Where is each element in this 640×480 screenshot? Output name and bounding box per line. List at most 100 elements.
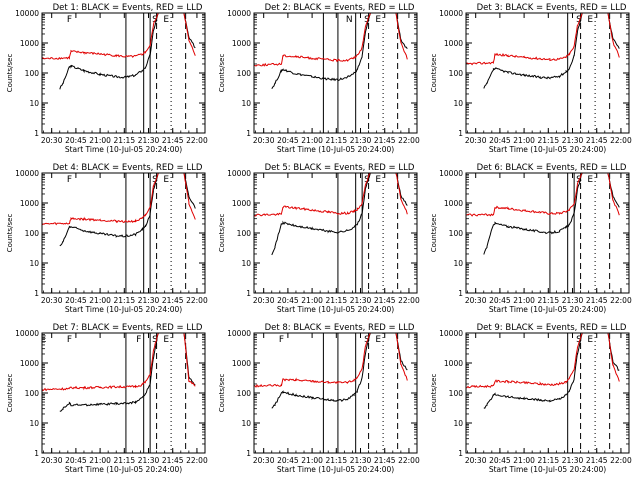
flag-label-e: E [375,15,381,25]
flag-label-e: E [587,175,593,185]
x-tick-label: 21:15 [537,456,559,465]
x-tick-label: 20:30 [41,136,63,145]
x-tick-label: 21:15 [113,136,135,145]
y-tick-label: 10000 [227,169,251,178]
y-tick-label: 10000 [439,9,463,18]
x-tick-label: 21:30 [138,296,160,305]
plot-frame [41,12,206,134]
x-tick-label: 21:00 [301,296,323,305]
y-axis-label: Counts/sec [218,214,226,253]
flag-label-e: E [375,335,381,345]
y-tick-label: 1 [34,129,39,138]
x-tick-label: 20:45 [489,136,511,145]
panel-title: Det 2: BLACK = Events, RED = LLD [265,3,415,13]
y-tick-label: 10000 [227,9,251,18]
plot-frame [465,332,630,454]
x-tick-label: 21:00 [89,456,111,465]
flag-label-e: E [163,335,169,345]
x-tick-label: 20:45 [277,456,299,465]
x-tick-label: 20:45 [65,456,87,465]
series-line-lld [254,333,408,388]
series-line-lld [254,13,408,67]
y-tick-label: 1 [246,129,251,138]
y-axis-label: Counts/sec [6,214,14,253]
flag-label-s: S [152,175,158,185]
y-tick-label: 10 [453,259,463,268]
panel-det-1: Det 1: BLACK = Events, RED = LLD Counts/s… [6,3,208,154]
panel-det-2: Det 2: BLACK = Events, RED = LLD Counts/s… [218,3,420,154]
y-tick-label: 10 [453,99,463,108]
series-line-events [483,13,620,89]
x-tick-label: 21:00 [89,296,111,305]
series-line-lld [42,13,196,60]
plot-frame [465,172,630,294]
x-tick-label: 21:30 [562,136,584,145]
flag-label-e: E [587,15,593,25]
plot-frame [465,12,630,134]
y-tick-label: 10000 [15,169,39,178]
x-tick-label: 21:00 [513,136,535,145]
panel-title: Det 3: BLACK = Events, RED = LLD [477,3,627,13]
series-line-events [483,173,620,255]
y-tick-label: 100 [449,69,464,78]
x-tick-label: 21:15 [113,456,135,465]
y-axis-label: Counts/sec [218,374,226,413]
panel-det-9: Det 9: BLACK = Events, RED = LLD Counts/s… [430,323,632,474]
x-tick-label: 20:30 [253,136,275,145]
x-tick-label: 21:45 [162,296,184,305]
plot-frame [41,172,206,294]
y-tick-label: 10000 [15,329,39,338]
series-line-lld [254,173,408,217]
y-tick-label: 1000 [444,39,463,48]
x-tick-label: 21:00 [301,136,323,145]
x-tick-label: 22:00 [398,296,420,305]
series-line-lld [466,333,620,389]
x-tick-label: 21:45 [162,136,184,145]
y-tick-label: 1 [246,449,251,458]
x-tick-label: 22:00 [610,136,632,145]
x-tick-label: 21:45 [374,456,396,465]
y-tick-label: 1000 [20,39,39,48]
y-tick-label: 1 [458,289,463,298]
y-axis-label: Counts/sec [430,54,438,93]
x-tick-label: 21:45 [162,456,184,465]
panel-title: Det 7: BLACK = Events, RED = LLD [53,323,203,333]
x-tick-label: 21:15 [325,296,347,305]
flag-label-s: S [152,335,158,345]
panel-title: Det 9: BLACK = Events, RED = LLD [477,323,627,333]
y-tick-label: 100 [25,69,40,78]
x-tick-label: 21:30 [350,456,372,465]
x-tick-label: 21:30 [138,456,160,465]
series-line-lld [42,333,196,392]
y-tick-label: 100 [449,389,464,398]
plot-frame [253,12,418,134]
y-tick-label: 10000 [439,169,463,178]
x-tick-label: 21:30 [350,136,372,145]
y-tick-label: 10 [453,419,463,428]
x-tick-label: 21:00 [513,296,535,305]
x-tick-label: 20:45 [489,296,511,305]
y-tick-label: 100 [25,389,40,398]
y-tick-label: 10 [29,99,39,108]
flag-label-f: F [67,15,72,25]
x-tick-label: 20:45 [277,296,299,305]
x-axis-label: Start Time (10-Jul-05 20:24:00) [65,305,182,314]
y-axis-label: Counts/sec [430,214,438,253]
y-tick-label: 10 [29,419,39,428]
flag-label-e: E [587,335,593,345]
x-axis-label: Start Time (10-Jul-05 20:24:00) [489,465,606,474]
series-line-events [271,13,408,90]
x-tick-label: 21:45 [374,296,396,305]
x-tick-label: 21:45 [586,296,608,305]
x-tick-label: 20:30 [465,456,487,465]
panel-title: Det 5: BLACK = Events, RED = LLD [265,163,415,173]
x-tick-label: 21:00 [513,456,535,465]
series-line-events [271,173,408,256]
panel-title: Det 6: BLACK = Events, RED = LLD [477,163,627,173]
x-tick-label: 21:45 [586,136,608,145]
plot-frame [253,332,418,454]
x-tick-label: 20:45 [65,136,87,145]
series-line-lld [466,173,620,217]
flag-label-s: S [576,15,582,25]
